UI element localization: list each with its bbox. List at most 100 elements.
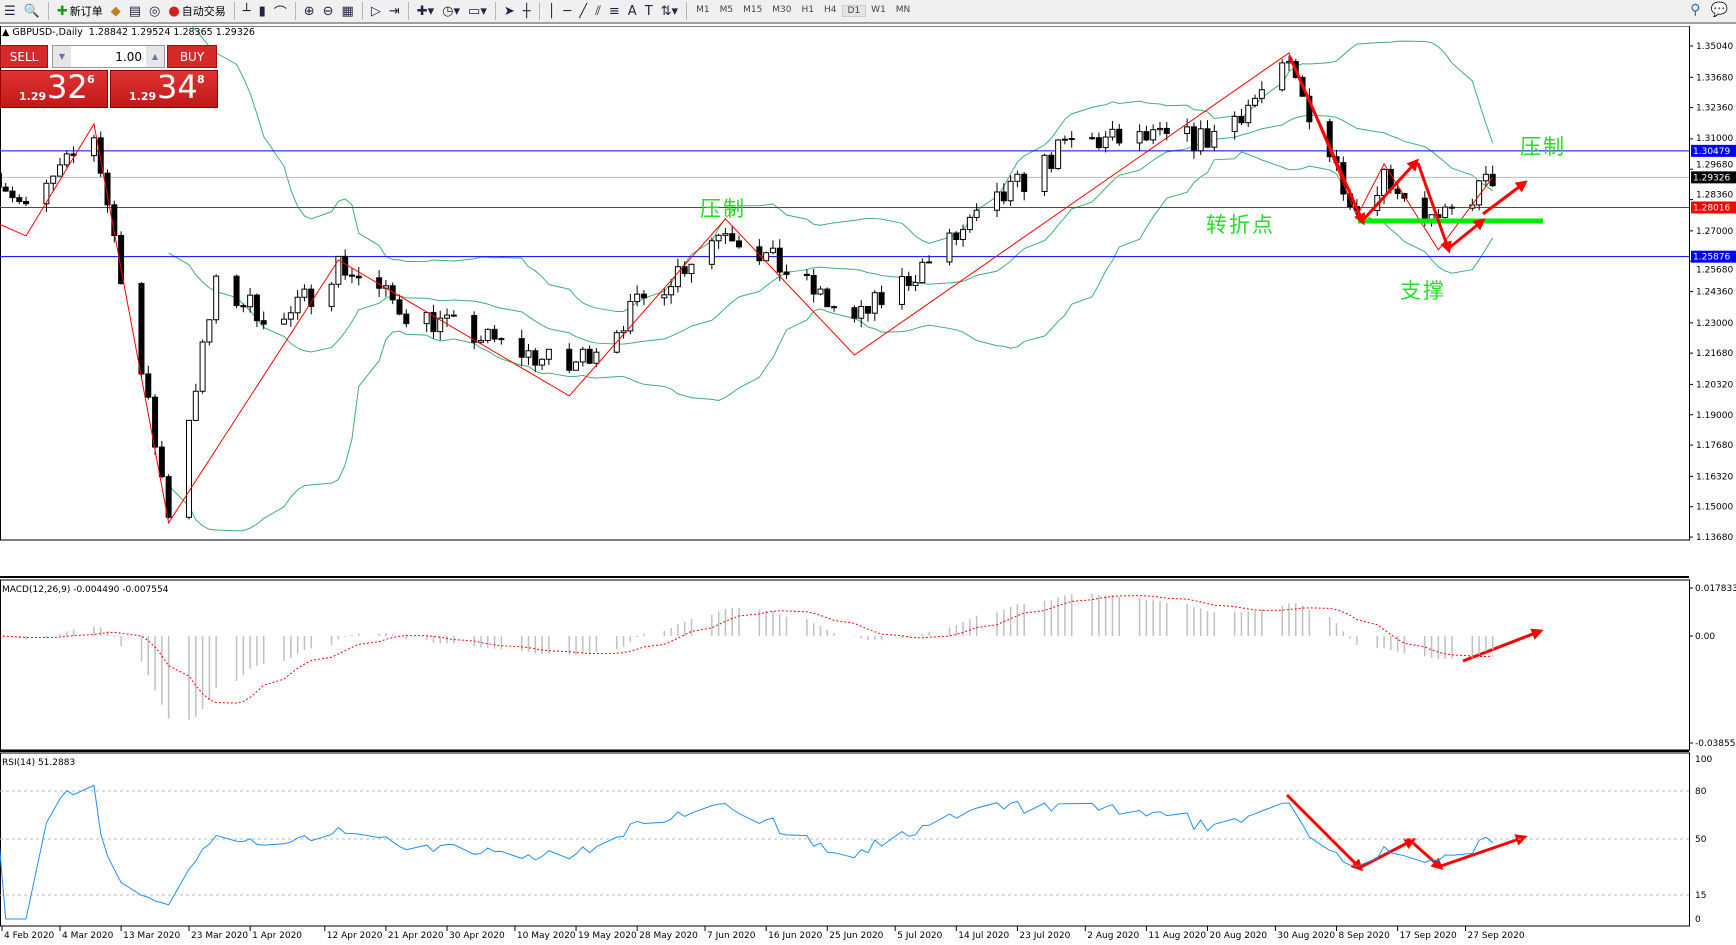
candle-body — [532, 350, 539, 366]
candle-body — [1258, 89, 1265, 99]
candle — [803, 269, 810, 281]
candle-body — [444, 314, 451, 319]
price-level-badge — [1691, 144, 1736, 157]
sell-button[interactable]: SELL — [0, 45, 48, 68]
text-icon[interactable]: A — [627, 3, 637, 19]
candle — [158, 440, 165, 479]
zoom-window-icon[interactable]: 🔍 — [23, 3, 40, 19]
candle-body — [817, 288, 824, 295]
date-tick-label: 23 Mar 2020 — [191, 931, 248, 941]
price-tick-label: 1.17680 — [1696, 441, 1733, 451]
zoom-out-icon[interactable]: ⊖ — [322, 3, 334, 19]
price-level-label: 1.30479 — [1693, 147, 1730, 157]
candle-body — [70, 153, 77, 157]
candle-body — [912, 282, 919, 286]
candle — [878, 285, 885, 309]
candle — [960, 224, 967, 247]
new-order-button[interactable]: ✚ 新订单 — [54, 1, 106, 21]
date-tick-label: 30 Apr 2020 — [449, 931, 505, 941]
separator — [494, 2, 496, 20]
candle-body — [491, 328, 498, 340]
candle — [1089, 132, 1096, 140]
zoom-in-icon[interactable]: ⊕ — [303, 3, 315, 19]
candle — [213, 274, 220, 324]
chat-icon[interactable]: 💬 — [1710, 2, 1728, 18]
date-tick-label: 4 Feb 2020 — [4, 931, 55, 941]
lot-decrease-icon[interactable]: ▼ — [53, 46, 71, 67]
templates-icon[interactable]: ▭▾ — [468, 3, 487, 19]
candlestick-icon[interactable]: ▮ — [258, 3, 266, 19]
candle-body — [634, 293, 641, 303]
cursor-icon[interactable]: ➤ — [503, 3, 515, 19]
lot-increase-icon[interactable]: ▲ — [146, 46, 164, 67]
candle — [206, 319, 213, 346]
candle-body — [1238, 115, 1245, 124]
sell-price[interactable]: 1.29 32 6 — [0, 68, 108, 108]
rsi-tick-label: 15 — [1695, 891, 1706, 901]
list-icon[interactable]: ☰ — [4, 3, 16, 19]
timeframe-d1[interactable]: D1 — [841, 5, 867, 17]
timeframe-m30[interactable]: M30 — [772, 5, 792, 15]
timeframe-h4[interactable]: H4 — [824, 5, 837, 15]
price-tick-label: 1.19000 — [1696, 411, 1733, 421]
lot-value[interactable]: 1.00 — [115, 49, 142, 64]
metaeditor-icon[interactable]: ◆ — [110, 3, 121, 19]
zigzag-line — [0, 52, 1494, 525]
buy-button[interactable]: BUY — [167, 45, 217, 68]
auto-trading-button[interactable]: ● 自动交易 — [165, 1, 228, 21]
search-icon[interactable]: ⚲ — [1690, 2, 1701, 18]
candle — [831, 305, 838, 312]
arrows-icon[interactable]: ⇅▾ — [660, 3, 679, 19]
candle-body — [539, 358, 546, 366]
candle-body — [498, 338, 505, 341]
tile-windows-icon[interactable]: ▦ — [341, 3, 354, 19]
buy-price[interactable]: 1.29 34 8 — [110, 68, 218, 108]
timeframe-m5[interactable]: M5 — [719, 5, 734, 15]
separator — [686, 2, 688, 20]
price-tick-label: 1.27000 — [1696, 227, 1733, 237]
lot-size-input[interactable]: ▼ 1.00 ▲ — [52, 45, 165, 68]
timeframe-m1[interactable]: M1 — [696, 5, 710, 15]
timeframe-h1[interactable]: H1 — [801, 5, 815, 15]
line-chart-icon[interactable]: ⌒ — [273, 5, 287, 21]
periods-icon[interactable]: ◷▾ — [442, 3, 461, 19]
candle-body — [186, 419, 193, 518]
horizontal-line-icon[interactable]: ─ — [563, 3, 572, 19]
timeframe-mn[interactable]: MN — [895, 5, 911, 15]
autoscroll-icon[interactable]: ▷ — [370, 3, 381, 19]
trendline-icon[interactable]: ╱ — [579, 3, 588, 19]
timeframe-m15[interactable]: M15 — [743, 5, 763, 15]
fibonacci-icon[interactable]: ≡ — [608, 3, 620, 19]
signals-icon[interactable]: ◎ — [149, 3, 161, 19]
macd-tick-label: 0.017833 — [1695, 584, 1736, 594]
crosshair-icon[interactable]: ┼ — [522, 3, 531, 19]
candle — [756, 239, 763, 265]
candle-body — [763, 252, 770, 262]
candle-body — [437, 317, 444, 333]
candle — [532, 348, 539, 372]
candle-body — [994, 191, 1001, 211]
candle — [926, 255, 933, 264]
equidistant-channel-icon[interactable]: ⫽ — [595, 3, 601, 19]
candle-body — [1197, 128, 1204, 152]
candle-body — [545, 348, 552, 360]
timeframe-w1[interactable]: W1 — [871, 5, 886, 15]
candle — [1000, 183, 1007, 205]
vertical-line-icon[interactable]: │ — [547, 3, 556, 19]
text-label-icon[interactable]: T — [644, 3, 653, 19]
bar-chart-icon[interactable]: ┴ — [242, 3, 251, 19]
chart-shift-icon[interactable]: ⇥ — [388, 3, 400, 19]
indicators-icon[interactable]: ✚▾ — [416, 3, 435, 19]
chart-area[interactable]: 1.350401.336801.323601.310001.296801.283… — [0, 26, 1736, 945]
candle — [186, 419, 193, 520]
date-tick-label: 10 May 2020 — [517, 931, 576, 941]
date-tick-label: 1 Apr 2020 — [252, 931, 302, 941]
rsi-title: RSI(14) 51.2883 — [2, 758, 75, 768]
bollinger-band-line — [190, 26, 1494, 313]
candle — [946, 228, 953, 266]
candle — [994, 182, 1001, 217]
candle — [355, 267, 362, 286]
candle — [253, 293, 260, 328]
candle — [1143, 125, 1150, 142]
terminal-icon[interactable]: ▤ — [128, 3, 142, 19]
